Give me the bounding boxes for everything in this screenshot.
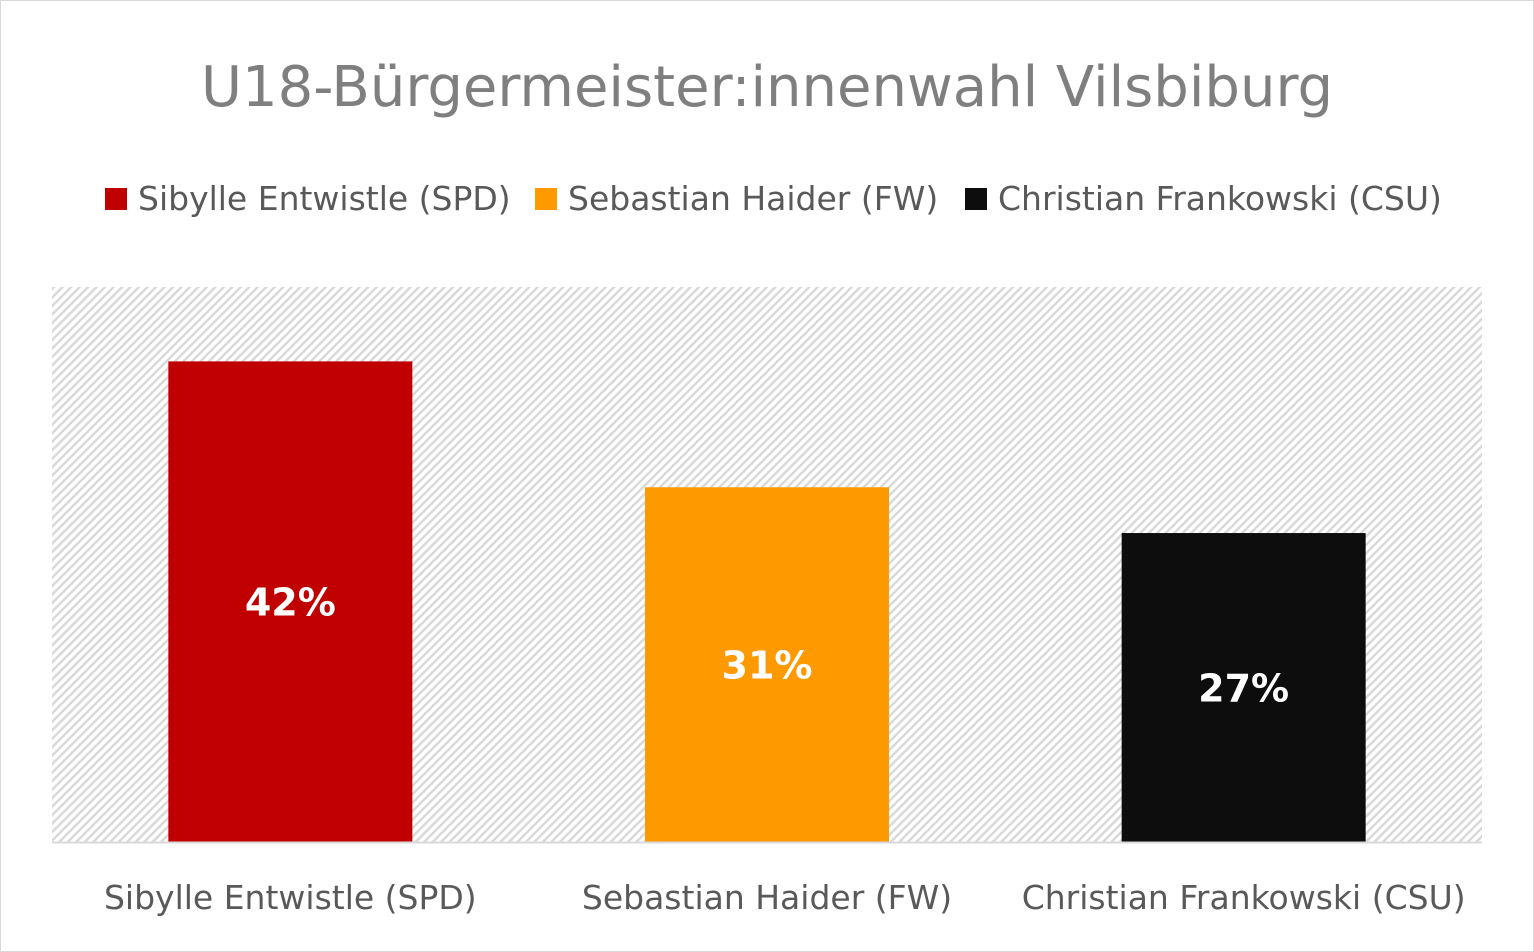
legend-swatch [965, 188, 987, 210]
data-label: 42% [245, 581, 336, 625]
legend-swatch [105, 188, 127, 210]
bar [1121, 533, 1366, 842]
x-tick-label: Sebastian Haider (FW) [582, 878, 952, 917]
legend-item: Sebastian Haider (FW) [535, 179, 938, 218]
x-tick-label: Christian Frankowski (CSU) [1022, 878, 1466, 917]
legend-item: Sibylle Entwistle (SPD) [105, 179, 511, 218]
data-label: 31% [722, 644, 813, 688]
legend-swatch [535, 188, 557, 210]
legend-label: Christian Frankowski (CSU) [998, 179, 1442, 218]
legend: Sibylle Entwistle (SPD) Sebastian Haider … [105, 179, 1442, 218]
bar [645, 487, 889, 842]
x-tick-label: Sibylle Entwistle (SPD) [104, 878, 477, 917]
legend-label: Sebastian Haider (FW) [568, 179, 938, 218]
bar [168, 361, 413, 842]
legend-label: Sibylle Entwistle (SPD) [138, 179, 511, 218]
chart-title: U18-Bürgermeister:innenwahl Vilsbiburg [201, 55, 1333, 120]
data-label: 27% [1198, 667, 1289, 711]
legend-item: Christian Frankowski (CSU) [965, 179, 1442, 218]
